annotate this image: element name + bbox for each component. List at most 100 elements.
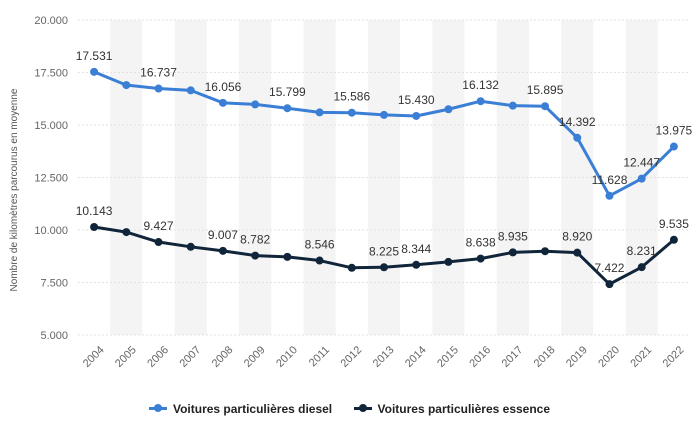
x-tick-label: 2005 bbox=[113, 344, 139, 370]
x-tick-label: 2017 bbox=[500, 344, 526, 370]
data-point bbox=[315, 108, 324, 117]
data-point bbox=[476, 97, 485, 106]
y-tick-label: 7.500 bbox=[40, 278, 68, 290]
data-point bbox=[573, 133, 582, 142]
data-point bbox=[412, 260, 421, 269]
data-point bbox=[476, 254, 485, 263]
x-tick-label: 2007 bbox=[178, 344, 204, 370]
x-tick-label: 2014 bbox=[403, 344, 429, 370]
data-label: 8.638 bbox=[466, 236, 496, 250]
data-point bbox=[154, 84, 163, 93]
data-point bbox=[283, 252, 292, 261]
data-label: 8.546 bbox=[305, 238, 335, 252]
data-label: 10.143 bbox=[76, 204, 113, 218]
x-tick-label: 2021 bbox=[628, 344, 654, 370]
data-point bbox=[541, 102, 550, 111]
x-tick-label: 2020 bbox=[596, 344, 622, 370]
data-point bbox=[444, 257, 453, 266]
data-point bbox=[637, 174, 646, 183]
legend-diesel-label: Voitures particulières diesel bbox=[172, 401, 333, 416]
band-2019 bbox=[561, 20, 594, 335]
data-label: 7.422 bbox=[594, 261, 624, 275]
data-label: 8.231 bbox=[627, 244, 657, 258]
legend-essence-swatch bbox=[353, 404, 372, 412]
band-2017 bbox=[496, 20, 529, 335]
data-point bbox=[186, 86, 195, 95]
data-point bbox=[218, 98, 227, 107]
data-label: 14.392 bbox=[559, 115, 596, 129]
x-tick-label: 2006 bbox=[145, 344, 171, 370]
data-label: 8.782 bbox=[240, 233, 270, 247]
x-tick-label: 2019 bbox=[564, 344, 590, 370]
data-label: 9.427 bbox=[144, 219, 174, 233]
data-label: 17.531 bbox=[76, 49, 113, 63]
x-axis-ticks: 2004 2005 2006 2007 2008 2009 2010 2011 2012 2013… bbox=[81, 344, 687, 370]
data-point bbox=[251, 100, 260, 109]
data-label: 15.430 bbox=[398, 93, 435, 107]
legend-diesel-swatch bbox=[148, 404, 167, 412]
data-point bbox=[444, 105, 453, 114]
data-point bbox=[154, 238, 163, 247]
y-tick-label: 5.000 bbox=[40, 330, 68, 342]
data-point bbox=[90, 67, 99, 76]
data-point bbox=[637, 263, 646, 272]
x-tick-label: 2004 bbox=[81, 344, 107, 370]
legend: Voitures particulières diesel Voitures p… bbox=[0, 399, 699, 416]
x-tick-label: 2016 bbox=[467, 344, 493, 370]
data-point bbox=[122, 228, 131, 237]
data-point bbox=[573, 248, 582, 257]
data-label: 8.920 bbox=[562, 230, 592, 244]
data-label: 9.535 bbox=[659, 217, 689, 231]
data-point bbox=[508, 101, 517, 110]
data-point bbox=[283, 104, 292, 113]
data-point bbox=[347, 108, 356, 117]
data-point bbox=[669, 235, 678, 244]
data-point bbox=[380, 263, 388, 272]
data-point bbox=[541, 247, 550, 256]
x-tick-label: 2010 bbox=[274, 344, 300, 370]
data-label: 16.132 bbox=[462, 78, 499, 92]
data-point bbox=[90, 222, 99, 231]
x-tick-label: 2015 bbox=[435, 344, 461, 370]
data-label: 11.628 bbox=[592, 173, 628, 187]
data-point bbox=[412, 111, 421, 120]
data-point bbox=[347, 263, 356, 272]
y-tick-label: 20.000 bbox=[34, 15, 68, 27]
x-tick-label: 2012 bbox=[339, 344, 365, 370]
data-label: 8.225 bbox=[369, 244, 399, 258]
data-point bbox=[605, 280, 614, 289]
data-label: 16.737 bbox=[140, 66, 177, 80]
legend-essence-label: Voitures particulières essence bbox=[377, 401, 551, 416]
legend-item-essence[interactable]: Voitures particulières essence bbox=[353, 401, 551, 416]
data-label: 12.447 bbox=[623, 156, 660, 170]
series-lines bbox=[90, 67, 678, 289]
y-tick-label: 17.500 bbox=[34, 68, 68, 80]
y-tick-label: 12.500 bbox=[34, 173, 68, 185]
x-tick-label: 2009 bbox=[242, 344, 268, 370]
data-label: 16.056 bbox=[205, 80, 242, 94]
data-point bbox=[122, 81, 131, 90]
x-tick-label: 2022 bbox=[661, 344, 687, 370]
y-tick-label: 15.000 bbox=[34, 120, 68, 132]
data-point bbox=[186, 242, 195, 251]
x-tick-label: 2013 bbox=[371, 344, 397, 370]
data-point bbox=[605, 191, 614, 200]
data-label: 15.586 bbox=[333, 90, 370, 104]
x-tick-label: 2011 bbox=[307, 344, 332, 369]
legend-item-diesel[interactable]: Voitures particulières diesel bbox=[148, 401, 333, 416]
y-tick-label: 10.000 bbox=[34, 225, 68, 237]
data-label: 13.975 bbox=[656, 124, 693, 138]
data-label: 8.935 bbox=[498, 229, 528, 243]
y-axis-label: Nombre de kilomètres parcourus en moyenn… bbox=[9, 88, 20, 291]
data-point bbox=[508, 248, 517, 257]
data-labels: 17.531 16.737 16.056 15.799 15.586 15.430 16.1… bbox=[76, 49, 693, 275]
x-tick-label: 2008 bbox=[210, 344, 236, 370]
data-point bbox=[380, 110, 388, 119]
data-label: 15.895 bbox=[527, 83, 564, 97]
y-axis-ticks: 5.000 7.500 10.000 12.500 15.000 17.500 20.000 bbox=[34, 15, 68, 342]
y-gridlines bbox=[78, 19, 690, 336]
data-point bbox=[315, 256, 324, 265]
data-label: 15.799 bbox=[269, 85, 306, 99]
data-point bbox=[218, 246, 227, 255]
